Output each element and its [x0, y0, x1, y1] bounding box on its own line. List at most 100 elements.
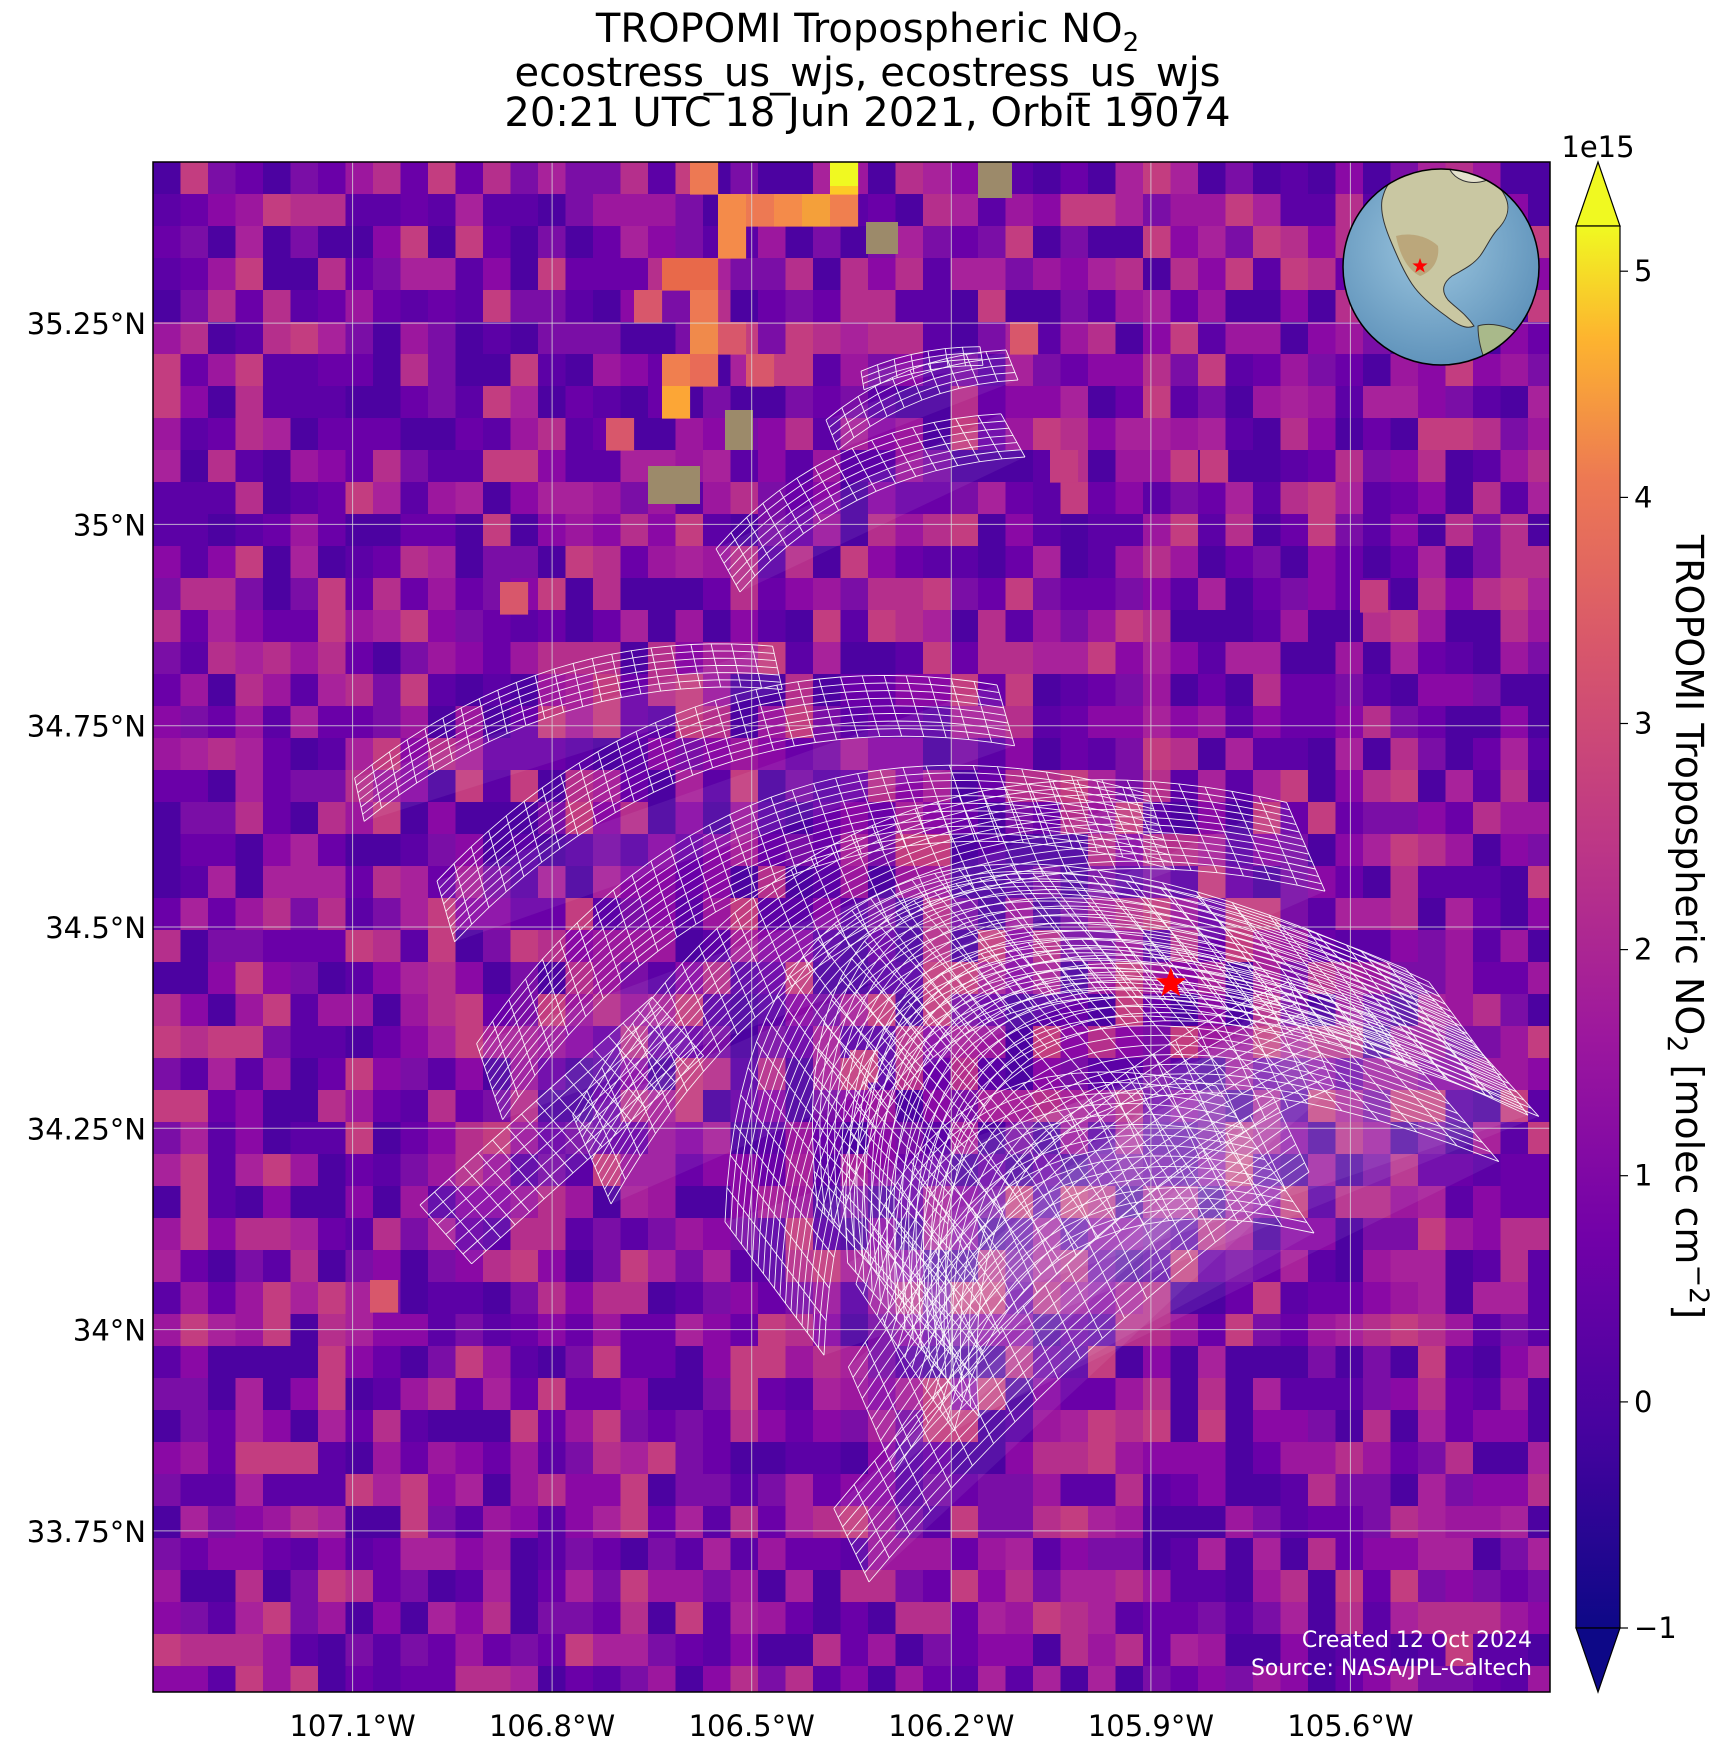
no2-pixel [1005, 578, 1034, 611]
no2-pixel [290, 1218, 319, 1251]
no2-pixel [263, 898, 292, 931]
no2-pixel [1308, 1154, 1337, 1187]
no2-pixel [510, 418, 539, 451]
no2-pixel [153, 194, 182, 227]
no2-pixel [1335, 674, 1364, 707]
no2-pixel [675, 1410, 704, 1443]
no2-pixel [1473, 1602, 1502, 1635]
no2-pixel [620, 258, 649, 291]
no2-pixel [923, 642, 952, 675]
no2-pixel [345, 1378, 374, 1411]
no2-pixel [703, 1314, 732, 1347]
no2-pixel [1308, 386, 1337, 419]
no2-pixel [373, 1026, 402, 1059]
no2-pixel [950, 1026, 979, 1059]
no2-pixel [1253, 1314, 1282, 1347]
no2-pixel [675, 1218, 704, 1251]
no2-pixel [400, 546, 429, 579]
no2-pixel [1280, 1634, 1309, 1667]
no2-pixel [153, 1154, 182, 1187]
no2-pixel [455, 354, 484, 387]
no2-pixel [290, 1186, 319, 1219]
no2-pixel [1363, 898, 1392, 931]
no2-pixel [1280, 578, 1309, 611]
no2-pixel [345, 1090, 374, 1123]
no2-pixel [180, 1410, 209, 1443]
no2-pixel [345, 706, 374, 739]
no2-pixel [153, 706, 182, 739]
no2-pixel [1170, 1442, 1199, 1475]
no2-pixel [648, 802, 677, 835]
no2-pixel [455, 450, 484, 483]
no2-pixel [840, 1442, 869, 1475]
no2-pixel [1005, 1474, 1034, 1507]
no2-pixel [373, 866, 402, 899]
no2-pixel [593, 1378, 622, 1411]
no2-pixel [1473, 1634, 1502, 1667]
no2-pixel [208, 1314, 237, 1347]
no2-pixel [1280, 418, 1309, 451]
no2-pixel [895, 1474, 924, 1507]
no2-pixel [263, 1218, 292, 1251]
no2-pixel [153, 642, 182, 675]
no2-pixel [620, 834, 649, 867]
no2-pixel [1225, 930, 1254, 963]
no2-pixel [1253, 1666, 1282, 1692]
no2-pixel [703, 1570, 732, 1603]
no2-pixel [1143, 706, 1172, 739]
no2-pixel [153, 1442, 182, 1475]
no2-pixel [648, 962, 677, 995]
no2-pixel [1363, 674, 1392, 707]
no2-pixel [565, 1506, 594, 1539]
no2-pixel [1418, 674, 1447, 707]
globe-site-star-icon [1412, 258, 1428, 273]
no2-pixel [235, 418, 264, 451]
no2-pixel [208, 706, 237, 739]
no2-pixel [620, 322, 649, 355]
no2-pixel [950, 1538, 979, 1571]
no2-pixel [1198, 1570, 1227, 1603]
no2-pixel [1445, 418, 1474, 451]
no2-pixel [1005, 1506, 1034, 1539]
no2-pixel [648, 418, 677, 451]
no2-pixel [290, 386, 319, 419]
no2-pixel [1115, 290, 1144, 323]
no2-pixel [483, 1346, 512, 1379]
no2-pixel [180, 1538, 209, 1571]
no2-pixel [373, 1602, 402, 1635]
no2-pixel [648, 994, 677, 1027]
no2-pixel [345, 1570, 374, 1603]
no2-pixel [923, 802, 952, 835]
no2-pixel [1473, 834, 1502, 867]
no2-pixel [1500, 418, 1529, 451]
no2-pixel [1445, 578, 1474, 611]
no2-pixel [1005, 482, 1034, 515]
no2-pixel [565, 898, 594, 931]
no2-pixel [703, 1666, 732, 1692]
no2-pixel [1308, 546, 1337, 579]
no2-pixel [345, 866, 374, 899]
no2-pixel [345, 1250, 374, 1283]
no2-pixel [318, 354, 347, 387]
no2-pixel [1060, 354, 1089, 387]
no2-pixel [235, 1570, 264, 1603]
no2-pixel [400, 1666, 429, 1692]
no2-pixel [1363, 866, 1392, 899]
no2-pixel [1335, 866, 1364, 899]
no2-pixel [1198, 386, 1227, 419]
no2-pixel [868, 162, 897, 195]
no2-pixel [1473, 962, 1502, 995]
no2-pixel [428, 226, 457, 259]
no2-pixel-high [500, 582, 529, 615]
no2-pixel [510, 898, 539, 931]
no2-pixel [1528, 1570, 1550, 1603]
no2-pixel [180, 194, 209, 227]
no2-pixel [1308, 482, 1337, 515]
no2-pixel [318, 386, 347, 419]
no2-pixel [1308, 1378, 1337, 1411]
no2-pixel [675, 1474, 704, 1507]
no2-pixel [1198, 674, 1227, 707]
no2-pixel [978, 226, 1007, 259]
no2-pixel [1005, 1570, 1034, 1603]
no2-pixel [1198, 770, 1227, 803]
